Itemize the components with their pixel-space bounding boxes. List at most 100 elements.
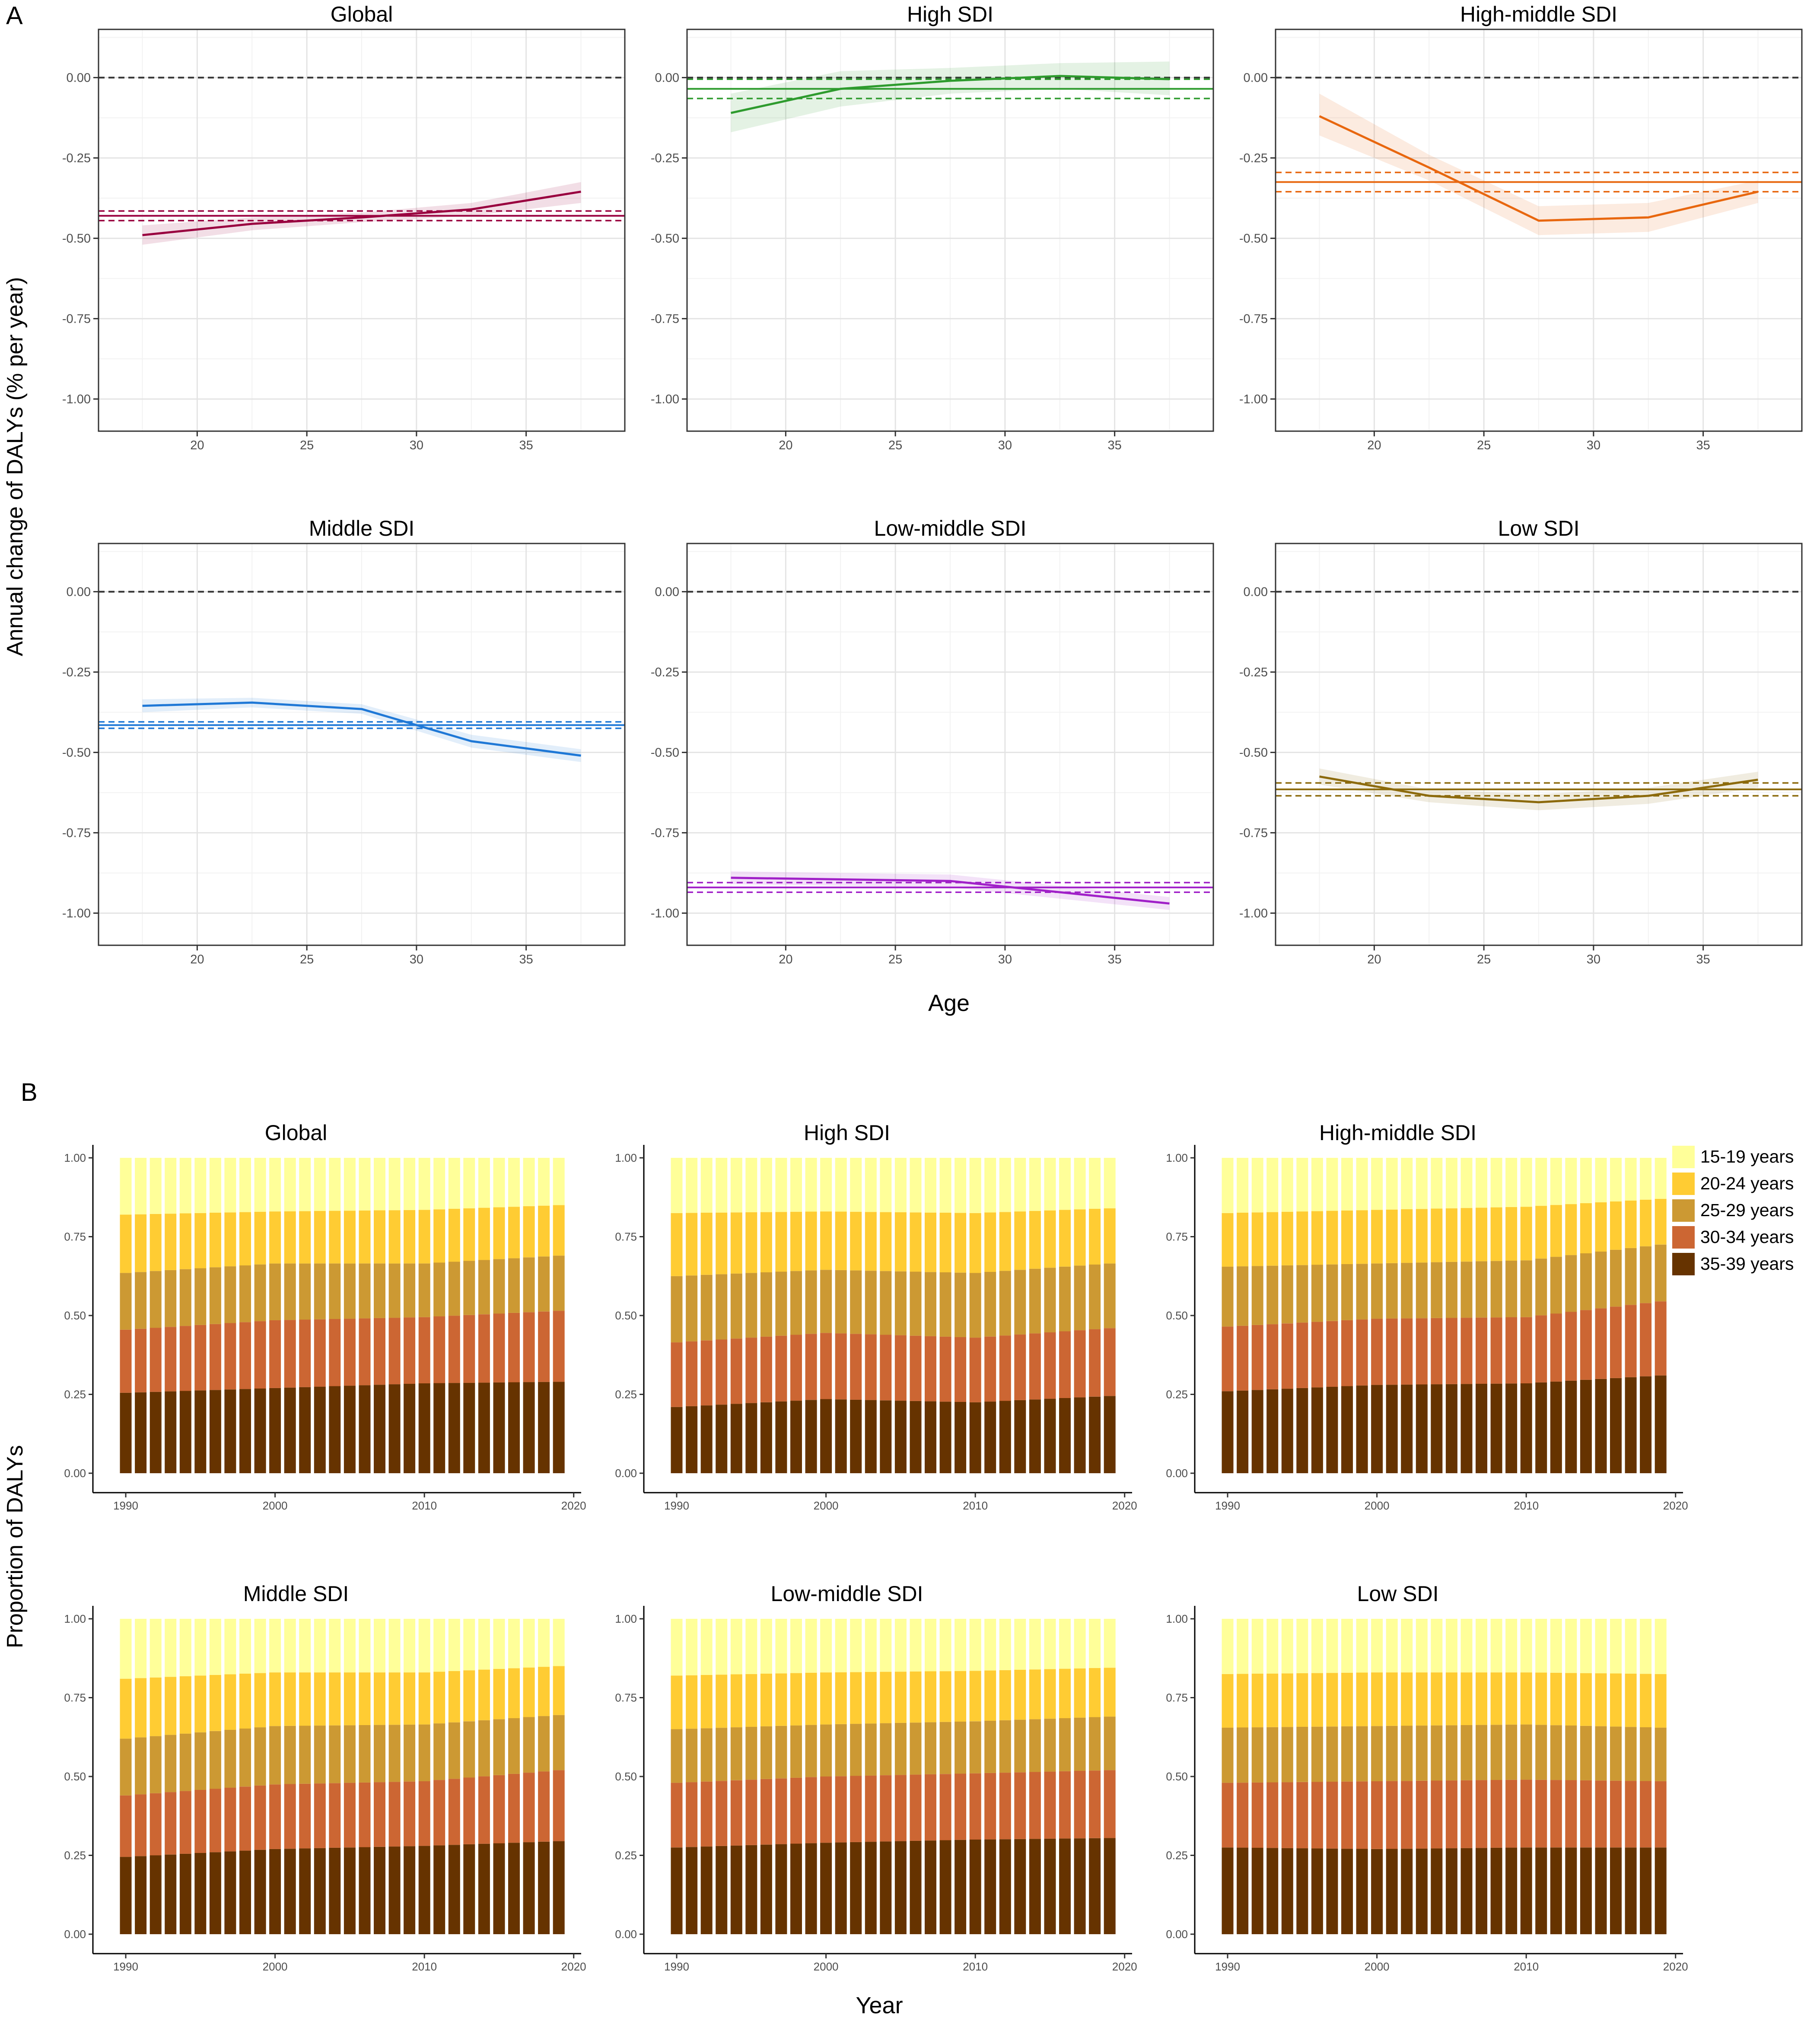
bar-segment-15-19-years (1416, 1158, 1428, 1209)
bar-segment-20-24-years (194, 1213, 207, 1268)
y-tick-label: -1.00 (62, 907, 91, 921)
bar-segment-30-34-years (1089, 1770, 1101, 1838)
bar-segment-20-24-years (1520, 1672, 1532, 1725)
bar-segment-15-19-years (671, 1158, 683, 1213)
bar-segment-30-34-years (894, 1775, 907, 1841)
bar-segment-25-29-years (1520, 1724, 1532, 1780)
bar-segment-35-39-years (999, 1401, 1011, 1473)
bar-segment-25-29-years (790, 1725, 802, 1778)
bar-segment-20-24-years (448, 1671, 460, 1722)
y-tick-label: 0.50 (1166, 1309, 1188, 1322)
bar-segment-15-19-years (1104, 1158, 1116, 1208)
bar-segment-20-24-years (418, 1672, 430, 1725)
bar-segment-15-19-years (344, 1158, 356, 1211)
bar-segment-20-24-years (1266, 1673, 1279, 1727)
bar-segment-35-39-years (835, 1399, 847, 1473)
bar-segment-15-19-years (969, 1158, 981, 1213)
bar-segment-35-39-years (700, 1846, 713, 1934)
bar-segment-15-19-years (880, 1158, 892, 1212)
bar-segment-20-24-years (1326, 1211, 1338, 1265)
legend-swatch (1672, 1226, 1695, 1249)
bar-segment-25-29-years (404, 1263, 416, 1318)
bar-segment-25-29-years (925, 1272, 936, 1336)
y-tick-label: -0.25 (651, 666, 679, 680)
local-drift-line (142, 701, 581, 757)
bar-segment-35-39-years (716, 1405, 728, 1473)
bar-segment-30-34-years (984, 1773, 996, 1840)
bar-segment-35-39-years (224, 1851, 236, 1934)
bar-segment-35-39-years (493, 1843, 505, 1934)
bar-segment-30-34-years (150, 1793, 162, 1856)
bar-segment-35-39-years (1089, 1396, 1101, 1473)
bar-segment-30-34-years (299, 1319, 311, 1387)
bar-segment-35-39-years (1251, 1848, 1263, 1934)
bar-segment-35-39-years (955, 1840, 967, 1934)
x-tick-label: 25 (888, 953, 902, 966)
bar-segment-30-34-years (254, 1785, 266, 1850)
bar-segment-25-29-years (984, 1721, 996, 1773)
bar-segment-35-39-years (179, 1853, 191, 1934)
bar-segment-15-19-years (1089, 1619, 1101, 1668)
bar-segment-25-29-years (478, 1720, 490, 1776)
bar-segment-35-39-years (760, 1402, 772, 1474)
bar-segment-30-34-years (1610, 1306, 1622, 1378)
bar-segment-35-39-years (448, 1383, 460, 1473)
bar-segment-30-34-years (1565, 1780, 1577, 1848)
bar-segment-15-19-years (1610, 1158, 1622, 1201)
bar-segment-35-39-years (1371, 1849, 1383, 1934)
bar-segment-30-34-years (820, 1333, 832, 1399)
bar-segment-30-34-years (730, 1780, 742, 1846)
y-tick-label: 1.00 (615, 1151, 637, 1164)
y-tick-label: 0.50 (615, 1770, 637, 1783)
bar-segment-20-24-years (686, 1213, 698, 1276)
bar-segment-30-34-years (418, 1781, 430, 1846)
bar-segment-30-34-years (165, 1327, 177, 1392)
bar-segment-15-19-years (686, 1619, 698, 1675)
bar-segment-30-34-years (1222, 1783, 1234, 1848)
x-tick-label: 30 (998, 953, 1012, 966)
bar-segment-35-39-years (1341, 1386, 1353, 1473)
bar-segment-20-24-years (1281, 1673, 1293, 1727)
bar-segment-30-34-years (700, 1340, 713, 1406)
bar-segment-35-39-years (1281, 1389, 1293, 1473)
bar-segment-15-19-years (374, 1619, 385, 1673)
bar-segment-30-34-years (404, 1781, 416, 1846)
bar-segment-30-34-years (1059, 1331, 1071, 1398)
y-tick-label: 0.75 (615, 1691, 637, 1704)
bar-segment-15-19-years (299, 1619, 311, 1673)
bar-segment-20-24-years (418, 1210, 430, 1264)
bar-segment-25-29-years (1251, 1727, 1263, 1783)
bar-segment-30-34-years (448, 1316, 460, 1383)
bar-segment-15-19-years (1431, 1158, 1443, 1209)
bar-segment-15-19-years (1535, 1619, 1547, 1673)
bar-segment-20-24-years (760, 1212, 772, 1272)
bar-segment-20-24-years (493, 1669, 505, 1719)
bar-segment-30-34-years (925, 1336, 936, 1401)
x-tick-label: 2000 (1365, 1960, 1390, 1973)
bar-segment-30-34-years (939, 1774, 951, 1840)
bar-segment-35-39-years (984, 1401, 996, 1473)
line-plot-middle-sdi: 20 25 30 35 0.00 -0.25 -0.50 -0.75 -1.00 Middle S… (62, 516, 626, 966)
y-tick-label: -0.25 (62, 152, 91, 165)
y-tick-label: 1.00 (615, 1612, 637, 1625)
y-tick-label: -0.50 (62, 232, 91, 246)
bar-segment-15-19-years (1460, 1158, 1473, 1208)
bar-segment-25-29-years (1104, 1263, 1116, 1328)
local-drift-line (1319, 775, 1758, 804)
bar-segment-15-19-years (418, 1619, 430, 1673)
legend-item-20-24-years: 20-24 years (1672, 1173, 1794, 1195)
bar-segment-30-34-years (1476, 1317, 1487, 1384)
bar-segment-15-19-years (1074, 1158, 1086, 1210)
bar-segment-25-29-years (523, 1257, 535, 1312)
bar-segment-20-24-years (1535, 1206, 1547, 1259)
bar-segment-35-39-years (209, 1852, 221, 1934)
bar-segment-15-19-years (374, 1158, 385, 1211)
bar-segment-25-29-years (179, 1733, 191, 1791)
bar-segment-25-29-years (1476, 1725, 1487, 1780)
bar-segment-30-34-years (1386, 1781, 1398, 1849)
bar-segment-20-24-years (790, 1211, 802, 1271)
bar-segment-20-24-years (835, 1672, 847, 1724)
y-tick-label: -0.75 (651, 312, 679, 326)
bar-segment-15-19-years (1550, 1158, 1562, 1205)
bar-segment-30-34-years (478, 1776, 490, 1844)
